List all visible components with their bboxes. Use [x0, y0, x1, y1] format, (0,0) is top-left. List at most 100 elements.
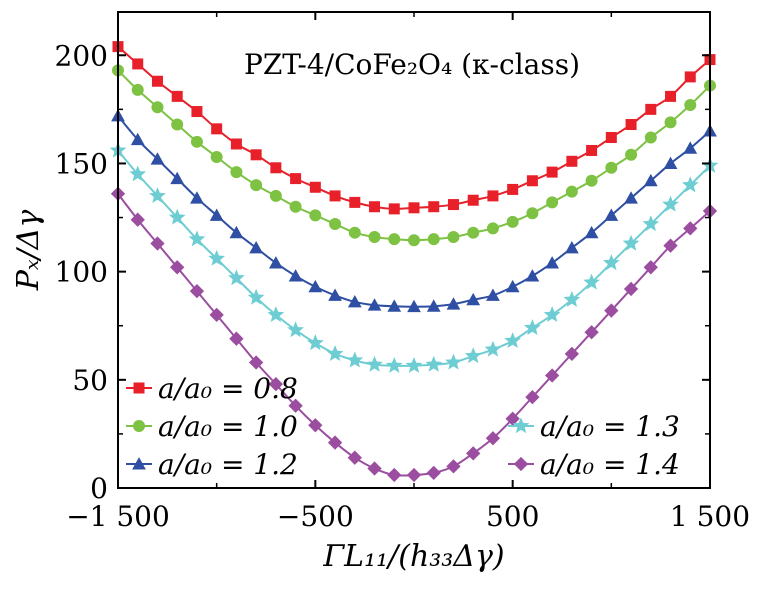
data-point	[546, 196, 559, 209]
chart-title: PZT-4/CoFe₂O₄ (κ-class)	[244, 48, 580, 81]
data-point	[131, 83, 144, 96]
series-markers-4	[109, 141, 719, 373]
legend-label: a/a₀ = 1.3	[540, 410, 680, 443]
data-point	[287, 321, 304, 338]
series-line-4	[117, 149, 711, 367]
data-point	[290, 173, 302, 185]
data-point	[623, 281, 639, 297]
legend-marker	[133, 420, 145, 432]
data-point	[526, 207, 539, 220]
data-point	[366, 355, 383, 372]
data-point	[564, 346, 580, 362]
data-point	[605, 161, 618, 174]
data-point	[583, 273, 600, 290]
data-point	[484, 340, 502, 357]
legend-marker	[512, 417, 530, 434]
data-point	[566, 155, 578, 167]
data-point	[408, 202, 420, 214]
data-point	[150, 236, 165, 251]
data-point	[189, 283, 205, 299]
data-point	[347, 450, 362, 465]
data-point	[170, 260, 185, 275]
data-point	[347, 295, 362, 308]
data-point	[684, 71, 696, 83]
data-point	[387, 299, 402, 312]
data-point	[329, 190, 341, 202]
data-point	[348, 226, 361, 239]
data-point	[328, 288, 342, 301]
legend-item-3: a/a₀ = 1.2	[126, 448, 298, 481]
data-point	[171, 118, 184, 131]
legend-label: a/a₀ = 1.4	[540, 448, 680, 481]
data-point	[168, 208, 186, 225]
legend-label: a/a₀ = 0.8	[158, 372, 298, 405]
data-point	[525, 269, 540, 282]
x-tick-label: −1 500	[66, 500, 170, 533]
data-point	[170, 171, 185, 185]
data-point	[445, 353, 462, 370]
data-point	[229, 225, 244, 239]
plot-frame	[117, 11, 711, 489]
data-point	[505, 411, 520, 426]
data-point	[662, 195, 679, 212]
data-point	[288, 398, 303, 413]
data-point	[349, 196, 361, 208]
data-point	[663, 238, 678, 253]
data-point	[526, 175, 538, 187]
y-axis-title: Pₓ/Δγ	[11, 210, 46, 292]
data-point	[367, 298, 382, 311]
data-point	[665, 90, 677, 102]
y-tick-label: 200	[55, 39, 108, 72]
data-point	[464, 347, 482, 364]
data-point	[505, 279, 520, 293]
data-point	[645, 103, 657, 115]
data-point	[507, 183, 519, 195]
data-point	[309, 181, 321, 193]
data-point	[565, 185, 578, 198]
data-point	[229, 331, 244, 346]
data-point	[228, 269, 245, 286]
data-point	[487, 190, 499, 202]
data-point	[151, 75, 163, 87]
data-point	[408, 234, 420, 247]
data-point	[268, 376, 284, 392]
axis-ticks: −1 500 −500 500 1 500 0 50 100 150 200	[55, 12, 750, 533]
data-point	[546, 166, 558, 178]
y-tick-label: 0	[90, 472, 108, 505]
data-point	[151, 101, 164, 114]
data-point	[149, 187, 166, 204]
data-point	[524, 319, 541, 336]
data-point	[250, 149, 262, 161]
data-point	[211, 123, 223, 135]
data-point	[346, 351, 364, 368]
data-point	[446, 297, 461, 310]
legend-label: a/a₀ = 1.2	[158, 448, 298, 481]
data-point	[190, 191, 204, 204]
data-point	[387, 467, 402, 483]
data-point	[247, 288, 265, 305]
data-point	[388, 203, 400, 215]
data-point	[622, 234, 640, 251]
data-point	[268, 256, 283, 269]
legend-item-2: a/a₀ = 1.0	[126, 410, 298, 443]
x-tick-label: −500	[277, 500, 354, 533]
data-point	[625, 148, 638, 161]
data-point	[584, 225, 599, 239]
data-point	[625, 119, 637, 131]
data-point	[447, 231, 460, 244]
data-point	[289, 200, 302, 213]
data-point	[426, 299, 441, 312]
data-point	[407, 299, 421, 313]
legend-label: a/a₀ = 1.0	[158, 410, 298, 443]
data-point	[188, 230, 206, 247]
data-point	[327, 435, 343, 450]
data-point	[506, 215, 519, 228]
data-point	[466, 446, 481, 461]
data-point	[428, 201, 440, 213]
y-tick-label: 100	[55, 256, 108, 289]
data-point	[642, 215, 660, 232]
data-point	[329, 218, 342, 231]
data-point	[426, 465, 441, 481]
data-point	[446, 459, 461, 474]
